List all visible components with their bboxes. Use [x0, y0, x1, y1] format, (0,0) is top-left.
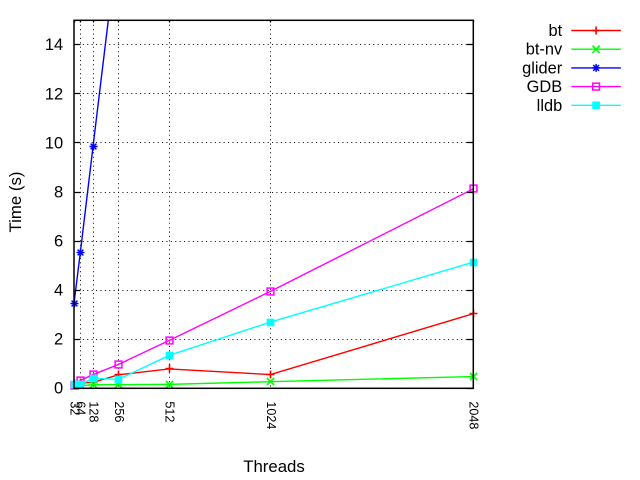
svg-text:2048: 2048 — [467, 401, 481, 429]
svg-text:4: 4 — [54, 282, 63, 300]
svg-text:8: 8 — [54, 183, 63, 201]
svg-text:bt: bt — [549, 22, 563, 40]
svg-text:bt-nv: bt-nv — [526, 41, 563, 59]
svg-text:14: 14 — [45, 36, 63, 54]
svg-text:512: 512 — [162, 401, 176, 422]
svg-text:12: 12 — [45, 85, 63, 103]
svg-text:128: 128 — [86, 401, 100, 422]
svg-text:Threads: Threads — [243, 457, 305, 476]
svg-text:32: 32 — [67, 401, 81, 415]
svg-text:0: 0 — [54, 380, 63, 398]
svg-text:6: 6 — [54, 233, 63, 251]
svg-text:256: 256 — [112, 401, 126, 422]
svg-text:glider: glider — [522, 59, 563, 77]
svg-text:GDB: GDB — [527, 78, 563, 96]
svg-text:1024: 1024 — [264, 401, 278, 429]
svg-text:lldb: lldb — [537, 97, 563, 115]
svg-text:64: 64 — [74, 401, 88, 415]
svg-text:10: 10 — [45, 134, 63, 152]
svg-text:2: 2 — [54, 331, 63, 349]
svg-text:Time (s): Time (s) — [6, 172, 25, 233]
